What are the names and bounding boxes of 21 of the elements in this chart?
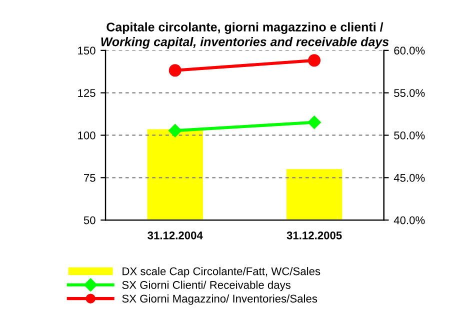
y2-tick-label: 40.0%: [394, 216, 425, 224]
y2-tick-label: 55.0%: [394, 89, 425, 97]
y2-tick-label: 50.0%: [394, 132, 425, 140]
legend-label: SX Giorni Clienti/ Receivable days: [122, 280, 291, 292]
y-tick-label: 50: [84, 216, 96, 224]
chart-title: Capitale circolante, giorni magazzino e clienti /: [106, 22, 384, 34]
y-tick-label: 150: [78, 46, 96, 55]
x-tick-label: 31.12.2005: [286, 231, 342, 240]
y-tick-label: 125: [78, 89, 96, 97]
point: [168, 64, 182, 77]
y2-tick-label: 45.0%: [394, 174, 425, 182]
y2-tick-label: 60.0%: [394, 46, 425, 55]
point: [308, 116, 321, 129]
legend-label: DX scale Cap Circolante/Fatt, WC/Sales: [122, 267, 320, 278]
y-tick-label: 75: [84, 174, 96, 182]
point: [308, 54, 321, 67]
legend-label: SX Giorni Magazzino/ Inventories/Sales: [122, 294, 318, 305]
x-tick-label: 31.12.2004: [148, 231, 203, 240]
point: [168, 124, 182, 138]
chart-subtitle: Working capital, inventories and receivable days: [101, 37, 389, 49]
y-tick-label: 100: [78, 132, 96, 140]
